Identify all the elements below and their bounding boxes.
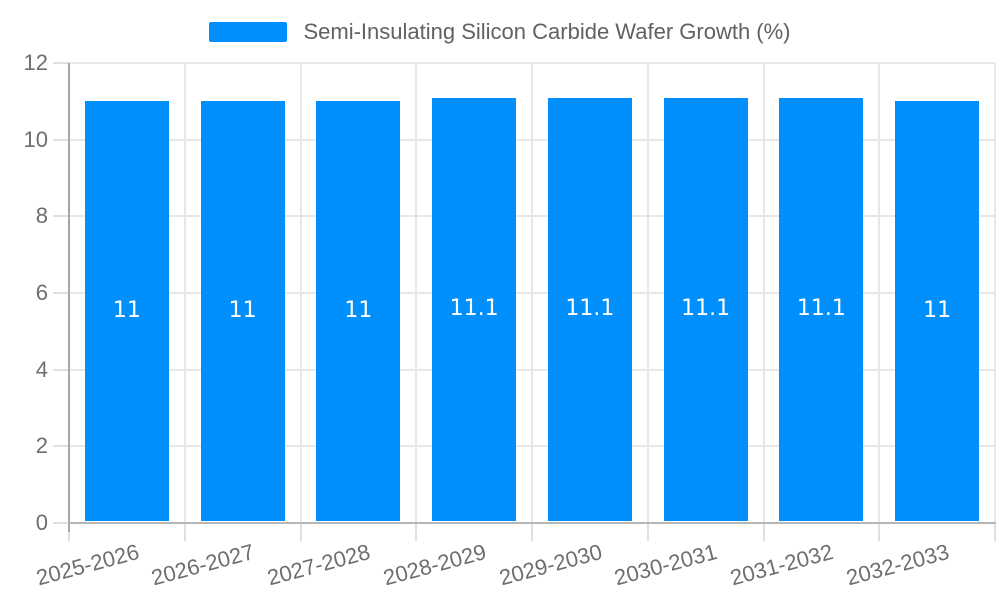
y-tick-label: 4 xyxy=(35,356,48,382)
x-tick-label: 2026-2027 xyxy=(148,539,258,591)
v-gridline xyxy=(878,63,881,523)
y-axis-line xyxy=(68,63,70,532)
bar[interactable] xyxy=(663,97,748,521)
x-axis-tick xyxy=(183,523,186,541)
bar[interactable] xyxy=(84,101,169,521)
bar[interactable] xyxy=(547,97,632,521)
legend-marker xyxy=(209,22,288,42)
plot-area: 11 11 11 11.1 11.1 11.1 11.1 11 xyxy=(53,62,996,541)
y-tick-label: 10 xyxy=(23,126,48,152)
x-tick-label: 2027-2028 xyxy=(264,539,373,591)
x-axis-tick xyxy=(646,523,649,541)
y-tick-label: 12 xyxy=(23,50,48,75)
y-axis-tick xyxy=(53,368,69,371)
x-tick-label: 2025-2026 xyxy=(33,539,142,591)
bar[interactable] xyxy=(200,101,285,521)
x-tick-label: 2030-2031 xyxy=(611,539,721,591)
bar[interactable] xyxy=(779,97,864,521)
y-tick-label: 6 xyxy=(35,280,48,305)
bar[interactable] xyxy=(895,101,980,521)
h-gridline xyxy=(53,62,995,64)
y-axis-tick xyxy=(53,62,69,64)
x-tick-label: 2029-2030 xyxy=(496,539,605,591)
x-tick-label: 2031-2032 xyxy=(727,539,836,591)
v-gridline xyxy=(762,63,765,523)
h-gridline xyxy=(53,138,995,141)
x-axis-tick xyxy=(531,523,533,541)
x-axis-tick xyxy=(415,523,418,541)
x-axis-tick xyxy=(299,523,302,541)
v-gridline xyxy=(415,63,418,523)
legend-label: Semi-Insulating Silicon Carbide Wafer Gr… xyxy=(303,19,791,44)
x-axis-labels: 2025-2026 2026-2027 2027-2028 2028-2029 2029… xyxy=(33,523,995,600)
bar[interactable] xyxy=(432,97,517,521)
v-gridline xyxy=(183,63,186,523)
h-gridline xyxy=(53,215,995,218)
x-axis-tick xyxy=(68,523,70,541)
y-axis-tick xyxy=(53,522,69,524)
v-gridline xyxy=(646,63,649,523)
x-axis-tick xyxy=(994,523,996,541)
y-tick-label: 2 xyxy=(35,433,48,459)
y-axis-labels: 0 2 4 6 8 10 12 xyxy=(0,50,56,535)
y-tick-label: 8 xyxy=(35,203,48,229)
y-axis-tick xyxy=(53,215,69,218)
v-gridline xyxy=(994,63,996,523)
legend-item[interactable]: Semi-Insulating Silicon Carbide Wafer Gr… xyxy=(0,16,1000,48)
v-gridline xyxy=(531,63,533,523)
x-axis-tick xyxy=(762,523,765,541)
h-gridline xyxy=(53,368,995,371)
y-axis-tick xyxy=(53,138,69,141)
x-axis-line xyxy=(68,522,996,524)
y-axis-tick xyxy=(53,292,69,294)
h-gridline xyxy=(53,445,995,448)
y-tick-label: 0 xyxy=(35,510,48,535)
bar[interactable] xyxy=(316,101,401,521)
v-gridline xyxy=(299,63,302,523)
x-axis-tick xyxy=(878,523,881,541)
h-gridline xyxy=(53,292,995,294)
y-axis-tick xyxy=(53,445,69,448)
x-tick-label: 2028-2029 xyxy=(380,539,489,591)
x-tick-label: 2032-2033 xyxy=(843,539,952,591)
